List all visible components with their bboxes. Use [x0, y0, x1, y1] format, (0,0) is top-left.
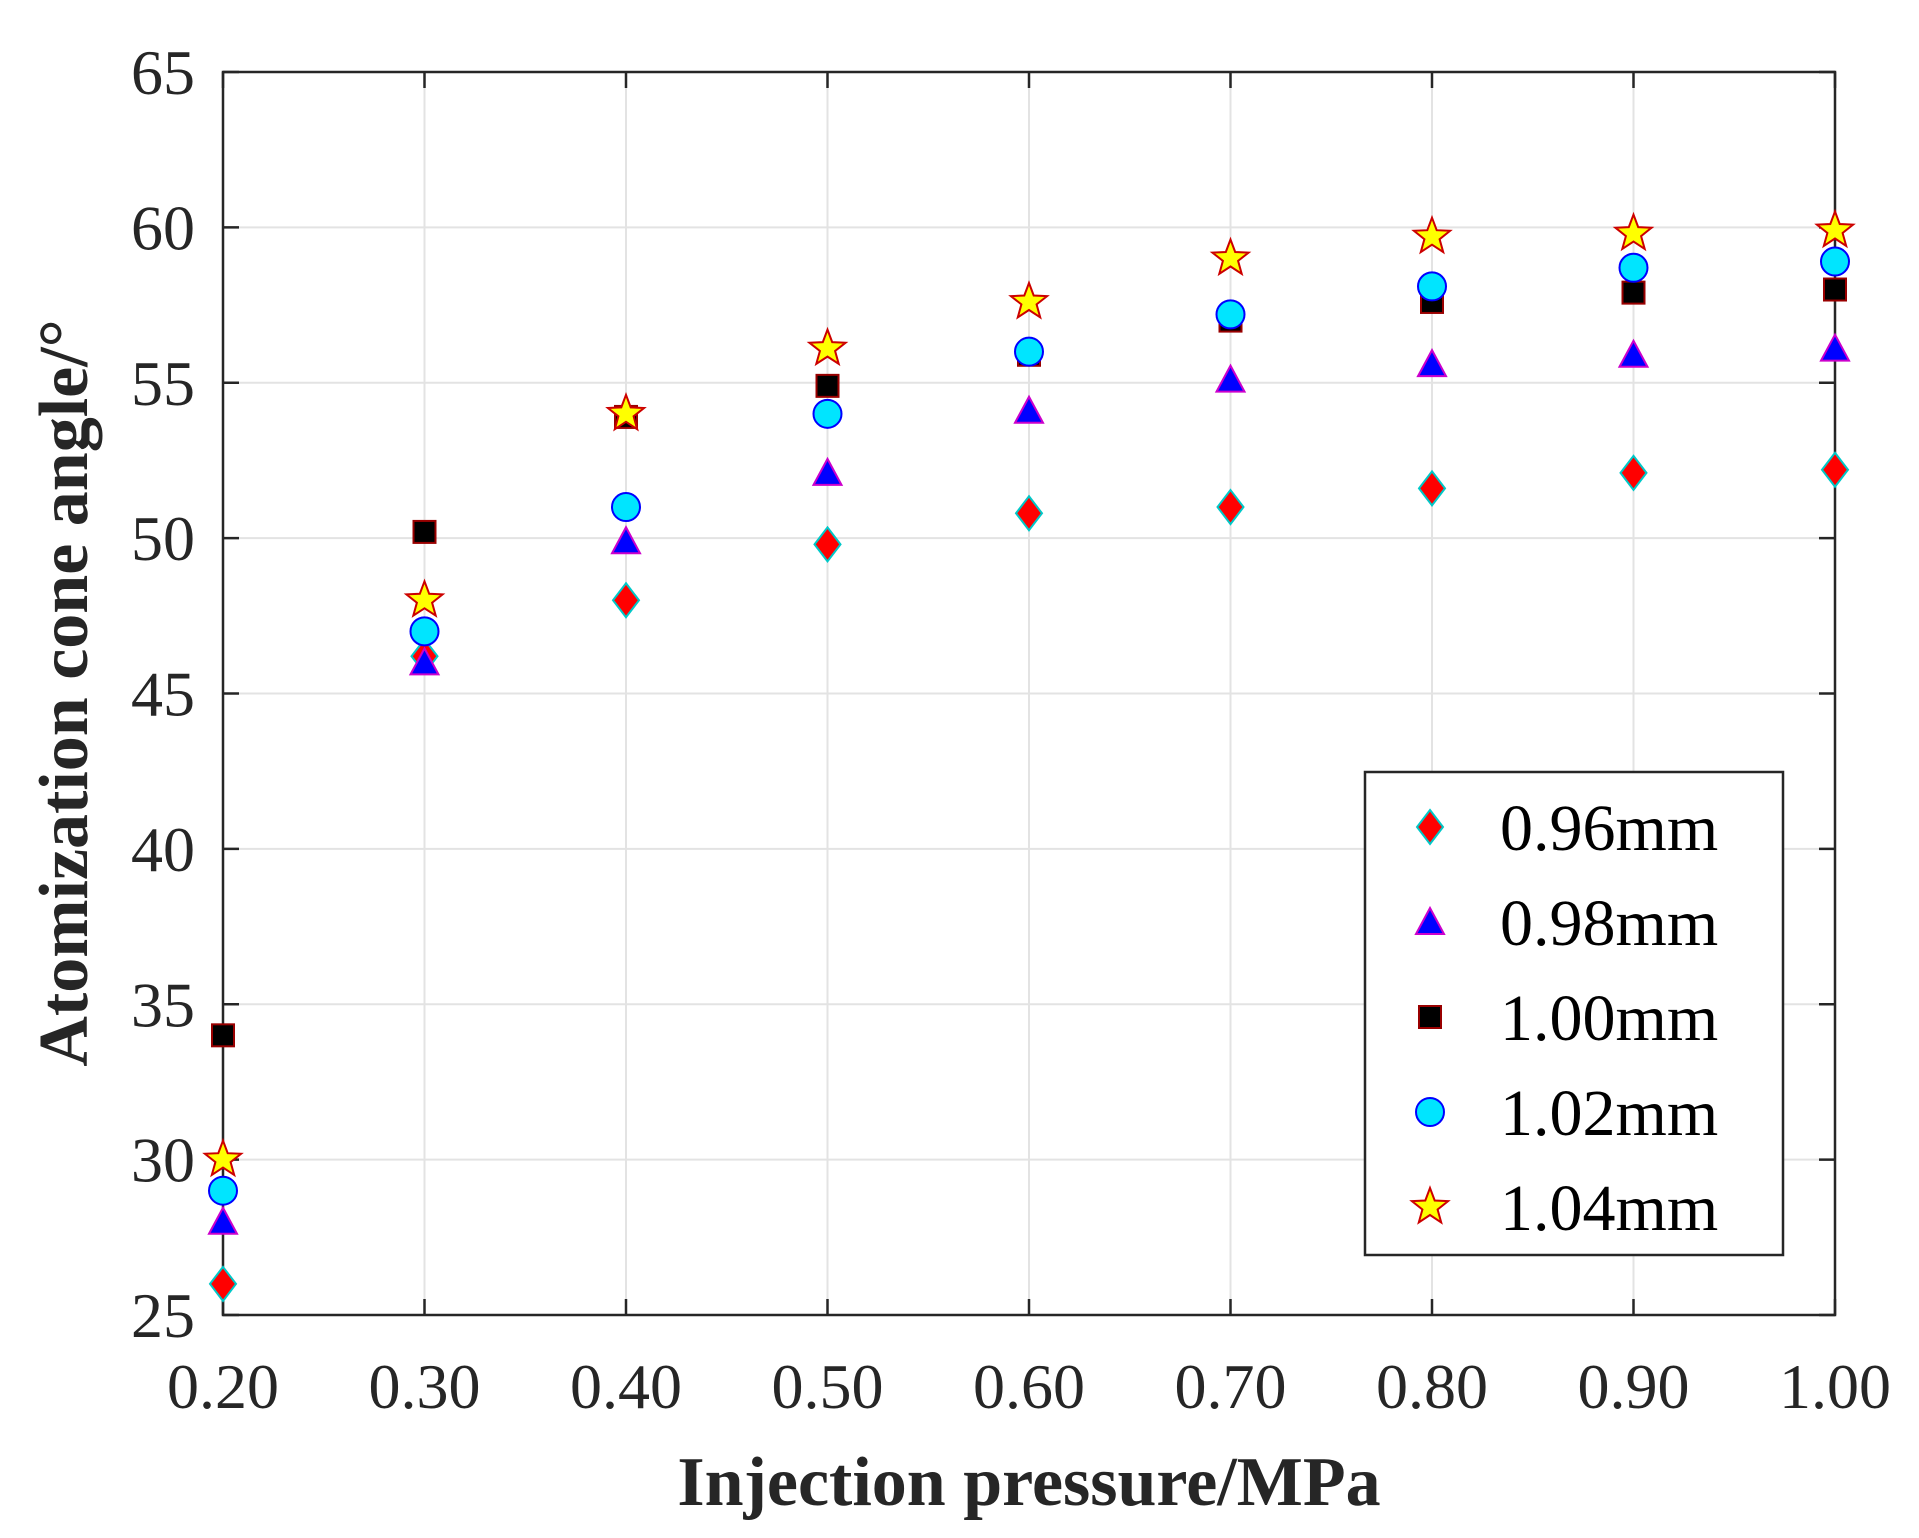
data-point-0.98mm — [610, 525, 642, 555]
data-point-0.96mm — [1417, 469, 1447, 508]
data-point-1.02mm — [1417, 271, 1447, 302]
y-tick-label: 60 — [131, 192, 195, 263]
legend-marker-1.04mm — [1409, 1185, 1451, 1225]
x-tick-label: 0.50 — [772, 1351, 884, 1422]
data-point-1.02mm — [208, 1175, 238, 1206]
data-point-0.96mm — [1216, 488, 1245, 526]
data-point-0.98mm — [1617, 338, 1650, 368]
data-point-1.04mm — [202, 1137, 244, 1178]
y-tick-label: 35 — [131, 969, 195, 1040]
data-markers — [202, 208, 1856, 1303]
x-tick-label: 0.80 — [1376, 1351, 1488, 1422]
data-point-1.02mm — [812, 398, 843, 429]
data-point-1.04mm — [806, 326, 849, 367]
data-point-1.00mm — [1621, 280, 1646, 305]
legend-marker-0.98mm — [1414, 905, 1446, 935]
legend-label: 1.00mm — [1500, 982, 1718, 1055]
data-point-0.98mm — [811, 456, 844, 486]
x-tick-labels: 0.20 0.30 0.40 0.50 0.60 0.70 0.80 0.90 1.00 — [167, 1351, 1891, 1422]
legend-label: 1.02mm — [1500, 1077, 1718, 1150]
data-point-0.98mm — [1819, 332, 1851, 362]
legend-marker-0.96mm — [1415, 808, 1445, 846]
data-point-1.02mm — [611, 492, 641, 523]
y-tick-label: 25 — [131, 1280, 195, 1351]
data-point-1.04mm — [403, 578, 446, 618]
x-tick-label: 0.60 — [973, 1351, 1085, 1422]
legend-label: 0.96mm — [1500, 792, 1718, 865]
data-point-0.98mm — [408, 646, 441, 676]
y-tick-label: 50 — [131, 503, 195, 574]
x-tick-label: 0.90 — [1578, 1351, 1690, 1422]
data-point-1.02mm — [1014, 336, 1044, 367]
y-tick-label: 30 — [131, 1125, 195, 1196]
legend-marker-1.00mm — [1418, 1005, 1442, 1029]
legend-label: 1.04mm — [1500, 1172, 1718, 1245]
y-tick-labels: 25 30 35 40 45 50 55 60 65 — [131, 37, 195, 1351]
data-point-1.00mm — [815, 373, 840, 398]
data-point-0.98mm — [207, 1205, 239, 1235]
data-point-0.96mm — [1014, 494, 1044, 532]
x-tick-label: 0.70 — [1175, 1351, 1287, 1422]
y-tick-label: 65 — [131, 37, 195, 108]
data-point-1.04mm — [1209, 236, 1252, 277]
data-point-0.96mm — [611, 581, 641, 619]
data-point-0.98mm — [1013, 394, 1045, 424]
legend-label: 0.98mm — [1500, 887, 1718, 960]
data-point-1.04mm — [1814, 208, 1856, 249]
data-point-1.04mm — [1612, 211, 1655, 252]
data-point-0.96mm — [1619, 454, 1648, 492]
plot-area-frame — [221, 70, 1837, 1317]
data-point-0.96mm — [813, 525, 842, 563]
legend-marker-1.02mm — [1415, 1097, 1445, 1127]
y-tick-label: 45 — [131, 659, 195, 730]
legend: 0.96mm 0.98mm 1.00mm 1.02mm 1.04mm — [1363, 770, 1785, 1257]
data-point-1.04mm — [605, 391, 647, 432]
data-point-1.02mm — [409, 616, 440, 647]
x-tick-label: 0.20 — [167, 1351, 279, 1422]
x-tick-label: 0.30 — [369, 1351, 481, 1422]
data-point-1.00mm — [412, 519, 437, 544]
data-point-0.96mm — [1820, 451, 1850, 489]
x-axis-title: Injection pressure/MPa — [677, 1444, 1380, 1521]
data-point-0.96mm — [208, 1265, 238, 1303]
data-point-1.04mm — [1008, 280, 1050, 320]
y-tick-label: 55 — [131, 348, 195, 419]
data-point-1.02mm — [1820, 246, 1850, 277]
data-point-1.00mm — [211, 1023, 235, 1048]
data-point-1.02mm — [1215, 299, 1246, 330]
data-point-1.00mm — [1823, 277, 1847, 302]
x-tick-label: 1.00 — [1779, 1351, 1891, 1422]
y-axis-title: Atomization cone angle/° — [26, 319, 103, 1066]
data-point-0.98mm — [1416, 347, 1448, 378]
data-point-0.98mm — [1214, 363, 1247, 393]
y-tick-label: 40 — [131, 814, 195, 885]
data-point-1.02mm — [1618, 252, 1649, 283]
data-point-1.04mm — [1411, 214, 1453, 255]
x-tick-label: 0.40 — [570, 1351, 682, 1422]
